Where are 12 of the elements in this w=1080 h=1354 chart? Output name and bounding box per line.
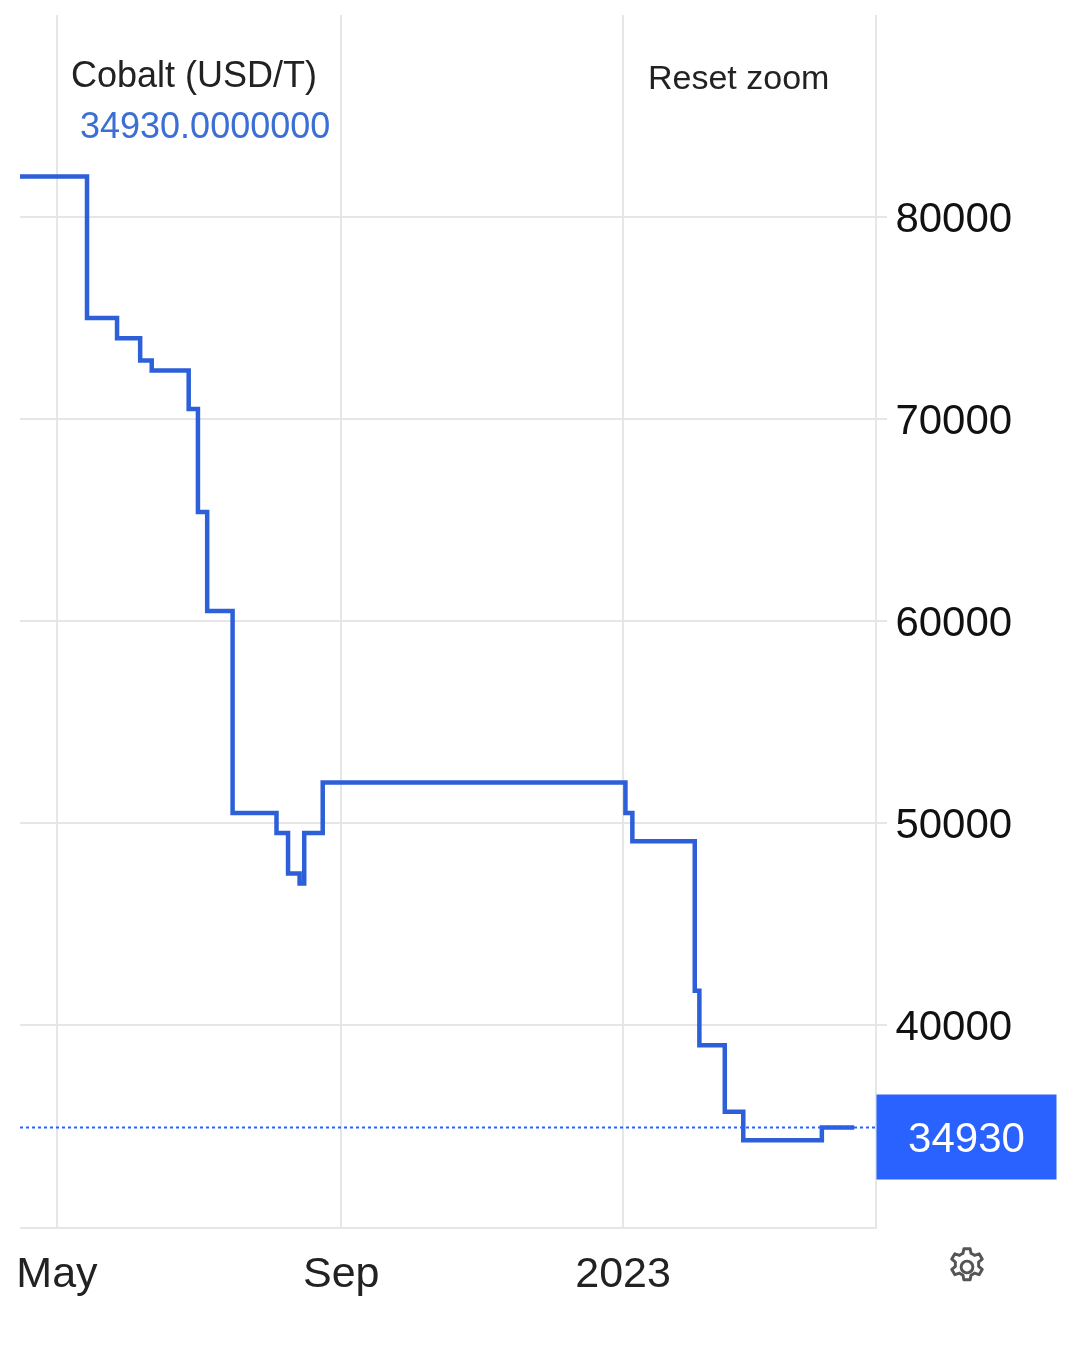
annotation: Reset zoom bbox=[648, 58, 830, 96]
ref-line-label: 34930 bbox=[908, 1113, 1025, 1161]
text: 34930.0000000 bbox=[80, 105, 331, 146]
y-tick-label: 70000 bbox=[895, 395, 1013, 443]
y-tick-label: 80000 bbox=[895, 193, 1013, 241]
y-tick-label: 50000 bbox=[895, 799, 1013, 847]
x-tick-label: 2023 bbox=[575, 1247, 671, 1296]
x-tick-label: Sep bbox=[302, 1247, 380, 1296]
x-tick-label: May bbox=[16, 1247, 99, 1296]
text: Cobalt (USD/T) bbox=[71, 53, 318, 95]
y-tick-label: 60000 bbox=[895, 597, 1013, 645]
y-tick-label: 40000 bbox=[895, 1001, 1013, 1049]
